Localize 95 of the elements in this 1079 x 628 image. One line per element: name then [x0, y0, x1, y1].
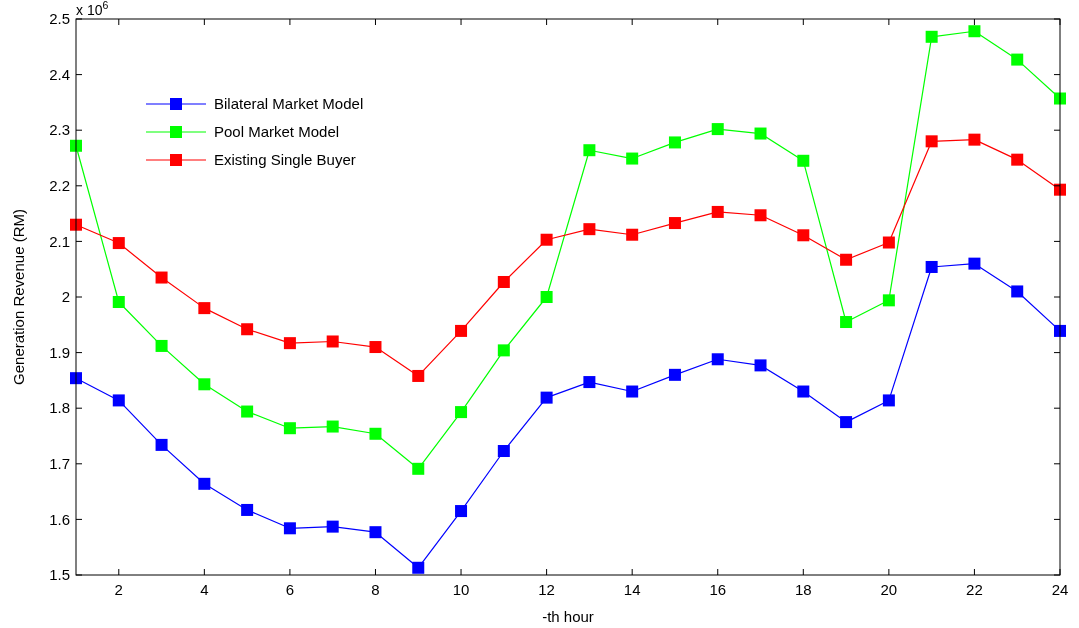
y-tick-label: 2.5 — [49, 10, 70, 28]
point — [497, 275, 510, 288]
y-tick-label: 1.5 — [49, 566, 70, 584]
x-tick-label: 2 — [114, 581, 123, 598]
x-tick-label: 20 — [880, 581, 898, 598]
y-tick-label: 2.2 — [49, 177, 70, 195]
point — [497, 344, 510, 357]
point — [241, 323, 254, 336]
x-axis-title: -th hour — [542, 608, 594, 625]
point — [241, 503, 254, 516]
x-tick-label: 22 — [966, 581, 983, 598]
point — [626, 385, 639, 398]
point — [968, 25, 981, 38]
point — [968, 257, 981, 270]
point — [583, 223, 596, 236]
y-tick-label: 2.1 — [49, 232, 70, 250]
point — [540, 233, 553, 246]
x-tick-label: 8 — [371, 581, 380, 598]
point — [754, 209, 767, 222]
point — [198, 302, 211, 315]
y-tick-label: 2.3 — [49, 121, 70, 139]
point — [797, 229, 810, 242]
point — [583, 376, 596, 389]
point — [583, 144, 596, 157]
x-tick-label: 12 — [538, 581, 555, 598]
point — [155, 438, 168, 451]
legend-label: Existing Single Buyer — [214, 151, 356, 169]
point — [925, 30, 938, 43]
point — [754, 359, 767, 372]
y-axis-title: Generation Revenue (RM) — [10, 209, 27, 385]
point — [155, 271, 168, 284]
x-tick-label: 10 — [452, 581, 470, 598]
point — [540, 291, 553, 303]
point — [112, 394, 125, 407]
legend-label: Bilateral Market Model — [214, 95, 364, 113]
point — [198, 477, 211, 490]
point — [882, 394, 895, 407]
y-tick-label: 1.9 — [49, 343, 70, 361]
point — [369, 427, 382, 440]
point — [412, 369, 425, 382]
x-tick-label: 18 — [794, 581, 812, 598]
point — [369, 341, 382, 354]
point — [840, 253, 853, 266]
x-tick-label: 6 — [285, 581, 295, 598]
point — [412, 462, 425, 475]
y-tick-label: 1.6 — [49, 510, 70, 528]
point — [455, 324, 468, 337]
point — [711, 205, 724, 218]
legend-label: Pool Market Model — [214, 123, 340, 141]
point — [797, 154, 810, 167]
point — [497, 445, 510, 458]
point — [1011, 53, 1024, 66]
point — [925, 135, 938, 148]
point — [241, 405, 254, 418]
point — [1011, 285, 1024, 298]
y-tick-label: 2.4 — [49, 65, 70, 83]
point — [155, 339, 168, 352]
point — [455, 406, 468, 419]
point — [840, 416, 853, 429]
point — [925, 260, 938, 273]
point — [882, 236, 895, 249]
point — [326, 335, 339, 348]
point — [283, 422, 296, 435]
x-tick-label: 16 — [709, 581, 727, 598]
x-tick-label: 14 — [623, 581, 641, 598]
point — [668, 217, 681, 230]
point — [840, 316, 853, 329]
point — [283, 337, 296, 350]
point — [283, 522, 296, 535]
point — [797, 385, 810, 398]
point — [412, 561, 425, 574]
point — [968, 133, 981, 146]
y-tick-label: 1.7 — [49, 455, 70, 473]
point — [668, 368, 681, 381]
point — [882, 294, 895, 307]
point — [455, 505, 468, 518]
point — [711, 123, 724, 136]
point — [112, 237, 125, 250]
point — [754, 127, 767, 140]
point — [369, 526, 382, 539]
text: x 10$^{6}$ — [76, 0, 109, 18]
point — [198, 378, 211, 391]
point — [626, 228, 639, 241]
point — [711, 353, 724, 366]
y-tick-label: 1.8 — [49, 399, 70, 417]
point — [626, 152, 639, 165]
x-tick-label: 24 — [1051, 581, 1069, 598]
point — [326, 420, 339, 433]
point — [1011, 153, 1024, 166]
point — [668, 136, 681, 149]
y-tick-label: 2 — [61, 288, 70, 306]
point — [540, 391, 553, 404]
point — [112, 296, 125, 308]
x-tick-label: 4 — [200, 581, 209, 598]
point — [326, 520, 339, 533]
